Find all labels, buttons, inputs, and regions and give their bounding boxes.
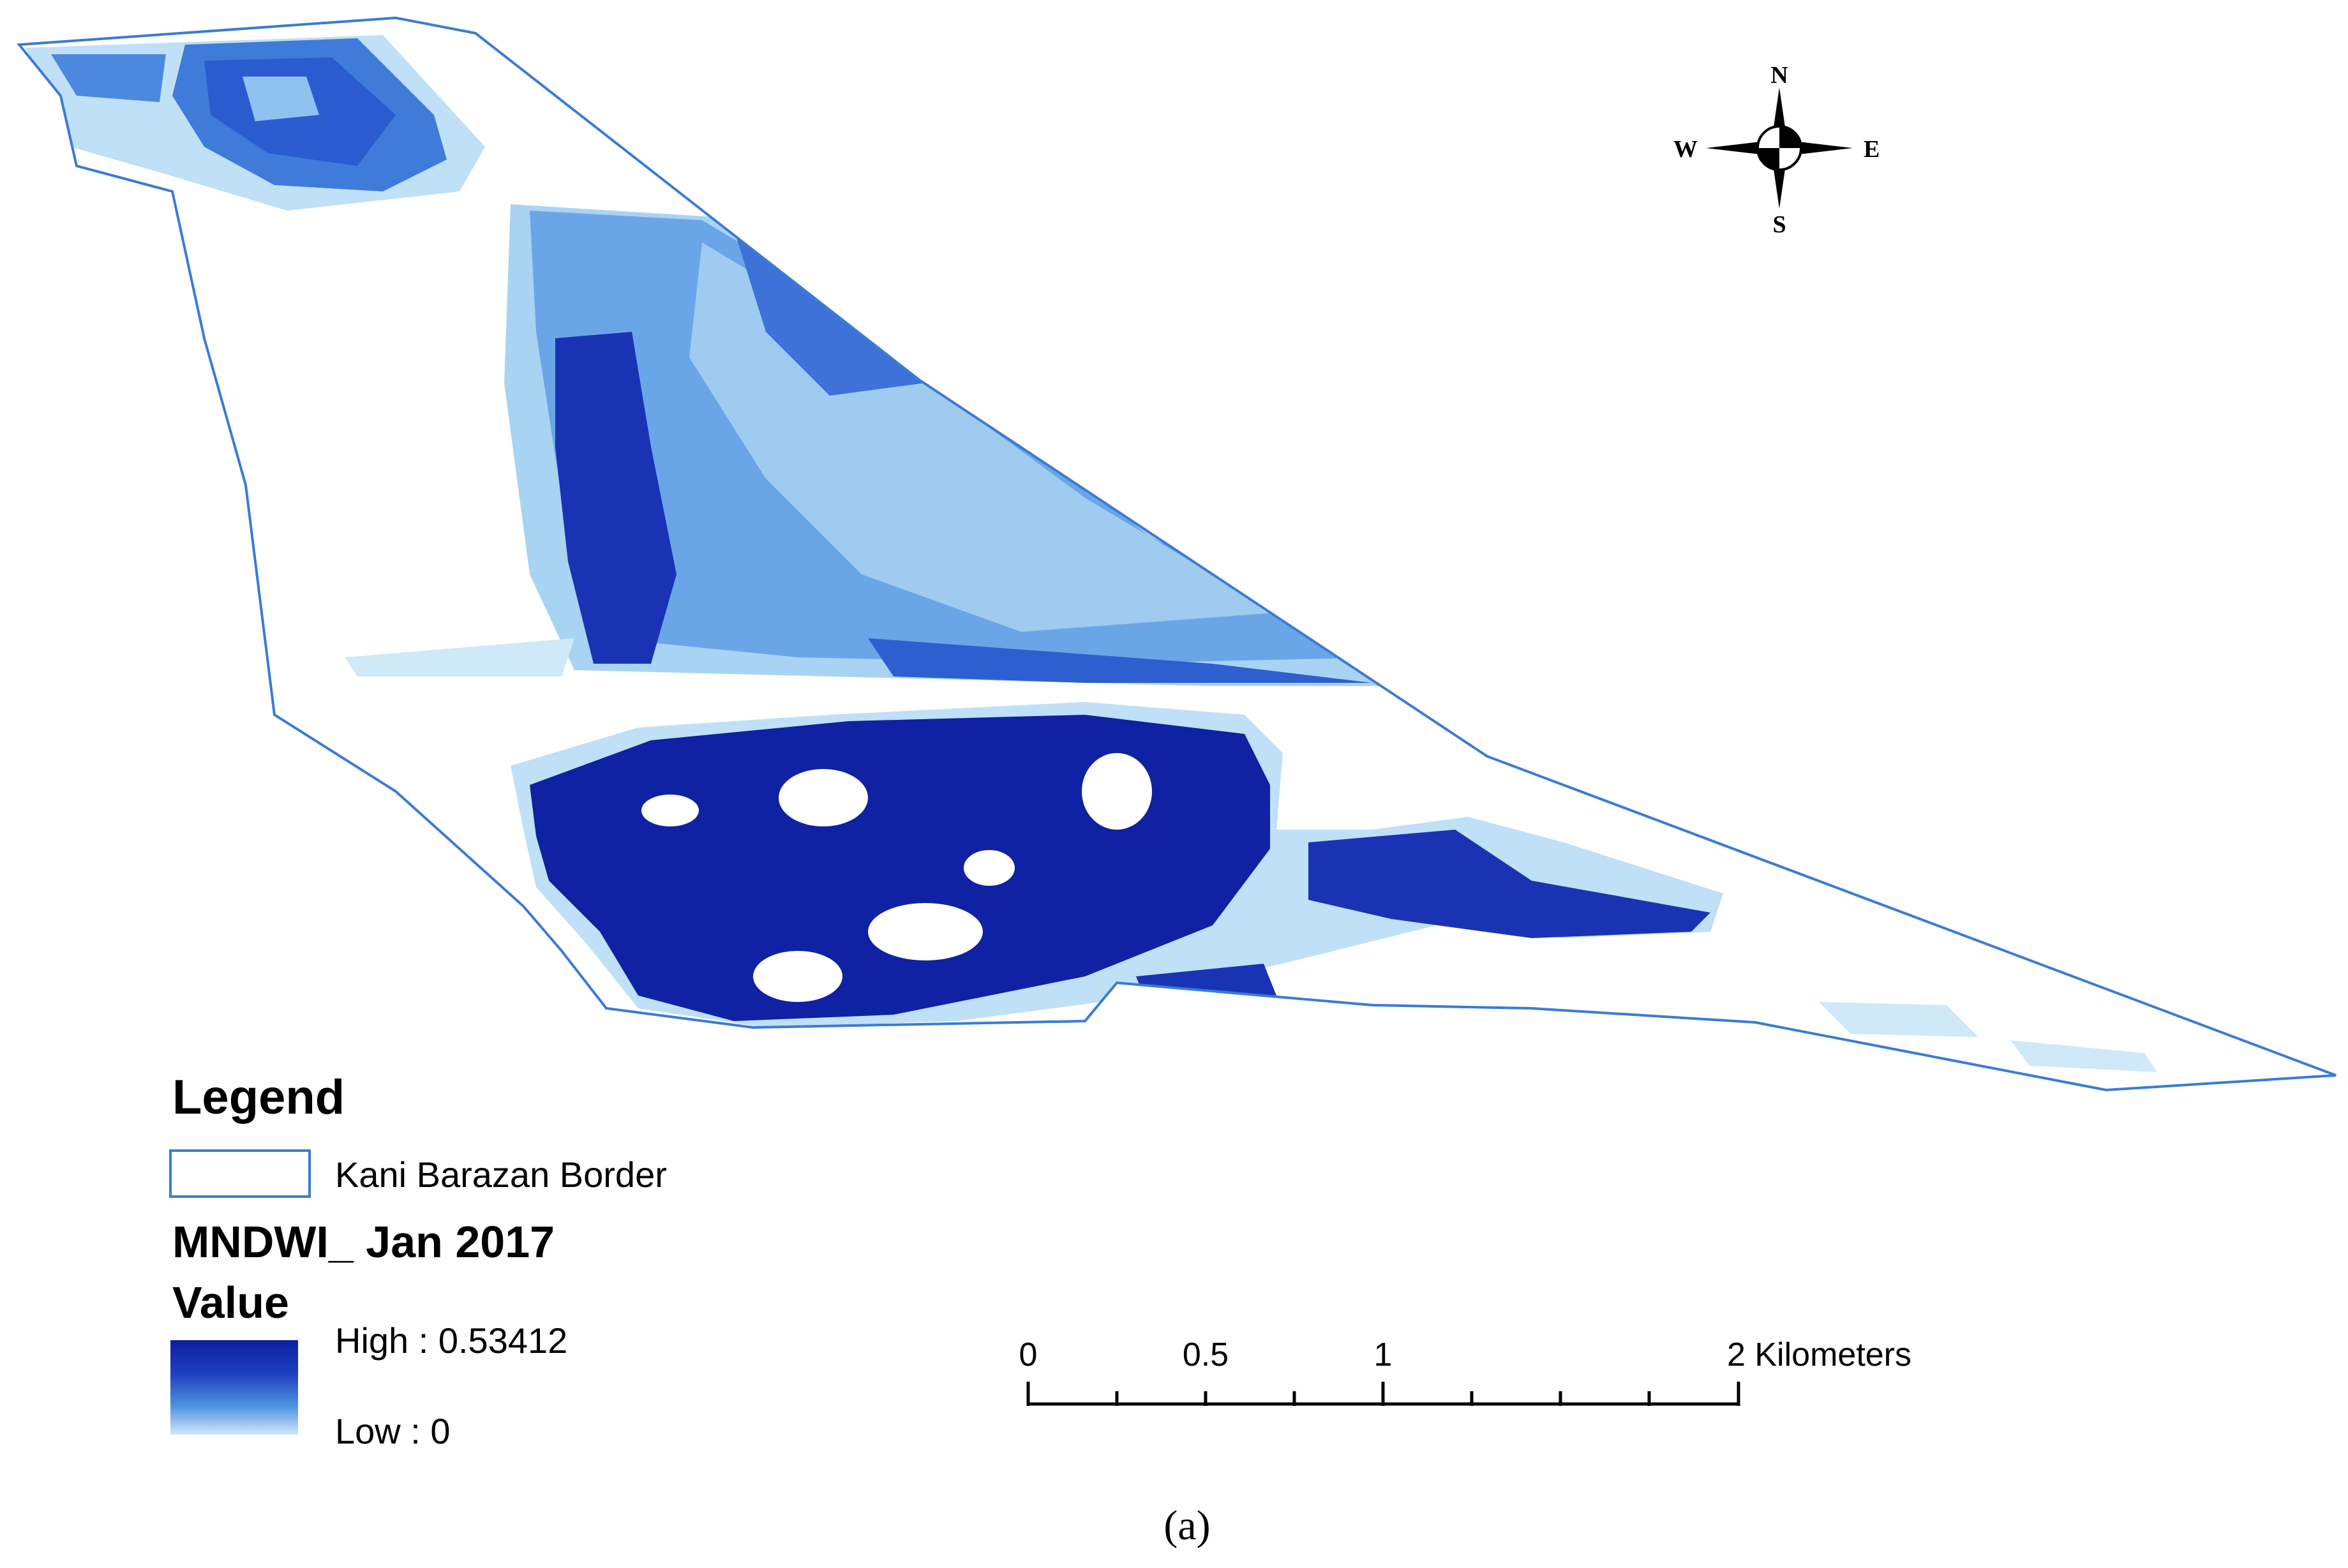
scale-end-label: 2 Kilometers	[1727, 1336, 1911, 1373]
compass-w-label: W	[1673, 136, 1698, 163]
scale-label-0: 0	[1019, 1336, 1038, 1373]
compass-s-label: S	[1772, 211, 1786, 238]
mndwi-raster	[26, 35, 2157, 1072]
layer-title: MNDWI_ Jan 2017	[172, 1217, 555, 1267]
value-heading: Value	[172, 1278, 289, 1327]
legend: Legend Kani Barazan Border MNDWI_ Jan 20…	[169, 1070, 667, 1451]
value-color-ramp	[170, 1340, 298, 1435]
high-value-label: High : 0.53412	[335, 1320, 567, 1361]
low-value-label: Low : 0	[335, 1411, 451, 1451]
kani-barazan-border	[17, 16, 2337, 1092]
scale-bar: 0 0.5 1 2 Kilometers	[1019, 1336, 1911, 1406]
compass-n-label: N	[1770, 62, 1788, 89]
scale-label-0-5: 0.5	[1183, 1336, 1229, 1373]
compass-rose-icon	[1706, 87, 1853, 209]
legend-title: Legend	[172, 1070, 345, 1124]
border-swatch	[169, 1149, 311, 1198]
compass-e-label: E	[1864, 136, 1880, 163]
figure-caption: (a)	[1163, 1502, 1210, 1549]
north-arrow: N S E W	[1673, 62, 1880, 238]
scale-label-1: 1	[1374, 1336, 1393, 1373]
border-label: Kani Barazan Border	[335, 1154, 667, 1195]
